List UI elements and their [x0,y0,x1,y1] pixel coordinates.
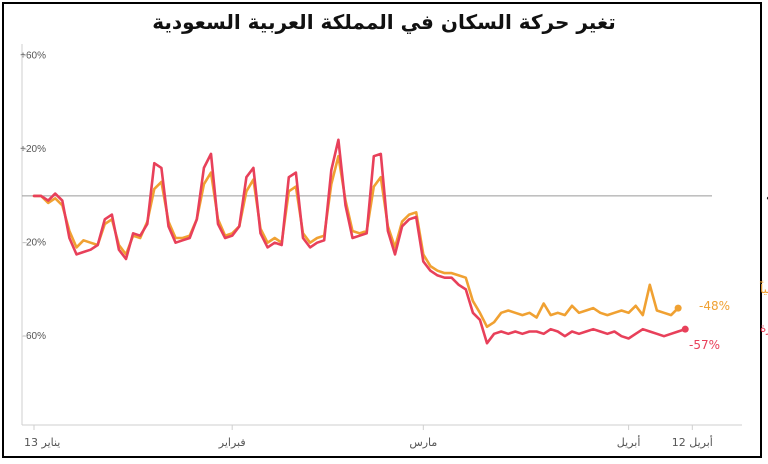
x-tick-label: يناير 13 [24,436,60,449]
series-name-label: التنقل مشياً [760,280,768,296]
series-line [32,138,687,345]
y-tick-label: -20% [23,238,46,249]
chart-frame [2,2,762,458]
chart-title: تغير حركة السكان في المملكة العربية السع… [152,10,616,34]
series-value-label: -48% [699,299,730,313]
y-tick-label: +60% [20,51,46,62]
series-end-point [681,325,689,333]
y-tick-label: +20% [20,144,46,155]
series-value-label: -57% [689,338,720,352]
series-name-label: التنقل بالسيارة [760,321,768,336]
x-tick-label: أبريل 12 [672,435,713,449]
x-tick-label: أبريل [617,435,641,449]
x-tick-label: فبراير [218,436,246,449]
y-tick-label: -60% [23,331,46,342]
baseline-label: خط المقارنة [766,189,768,204]
series-end-point [674,304,682,312]
x-tick-label: مارس [409,436,437,449]
